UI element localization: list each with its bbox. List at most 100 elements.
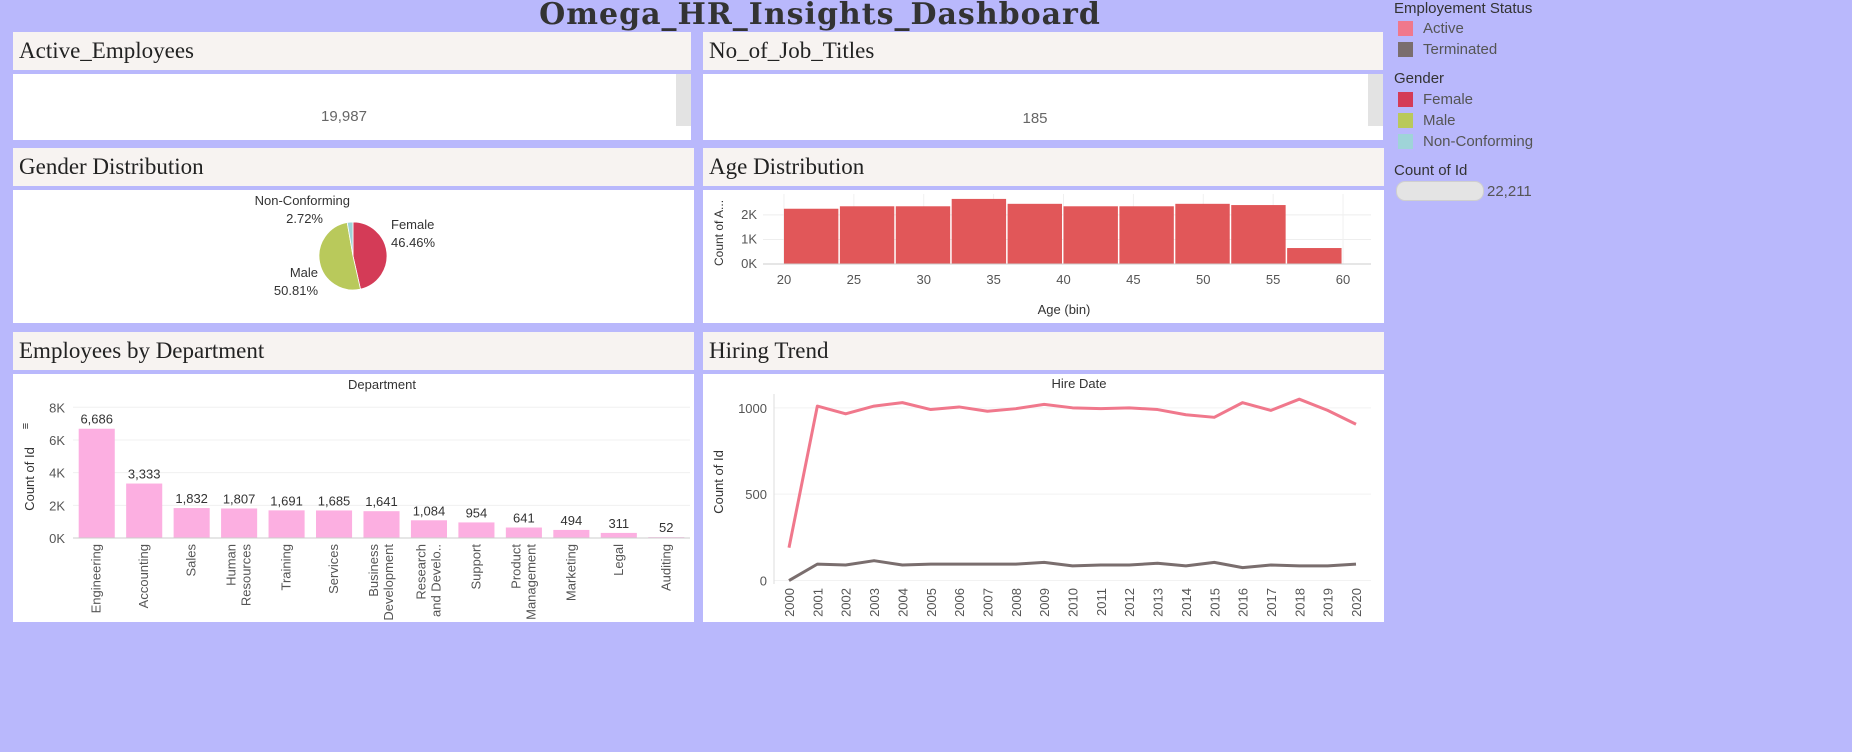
y-tick-label: 0 [760,574,767,589]
x-tick-label: 2013 [1151,588,1166,617]
hiring-trend-header: Hiring Trend [703,332,1384,370]
x-category-label: Services [326,544,341,594]
x-tick-label: 2017 [1264,588,1279,617]
x-tick-label: 2011 [1094,588,1109,616]
x-tick-label: 2020 [1349,588,1364,617]
x-tick-label: 2015 [1207,588,1222,617]
x-tick-label: 25 [847,272,861,287]
x-category-label: Researchand Develo.. [413,544,443,617]
bar-value-label: 641 [513,511,535,526]
department-bar [268,510,305,538]
x-tick-label: 2008 [1009,588,1024,617]
department-header: Employees by Department [13,332,694,370]
pie-value-label: 50.81% [274,283,319,298]
x-category-label: ProductManagement [508,544,538,620]
department-bar [553,529,590,538]
gender-distribution-panel: Female 46.46% Male 50.81% Non-Conforming 2.72… [13,190,694,323]
x-tick-label: 2003 [867,588,882,617]
x-category-label: Legal [611,544,626,576]
bar-value-label: 3,333 [128,467,161,482]
legend-swatch [1398,42,1413,57]
x-category-label: Sales [184,544,199,577]
legend-item-female[interactable]: Female [1398,91,1473,108]
y-axis-title: Count of Id [711,450,726,514]
bar-value-label: 52 [659,520,673,535]
job-titles-value: 185 [1022,110,1048,127]
x-tick-label: 35 [986,272,1000,287]
histogram-bar [1231,205,1286,264]
x-tick-label: 2000 [782,588,797,617]
x-category-label: BusinessDevelopment [366,544,396,621]
gender-distribution-header: Gender Distribution [13,148,694,186]
legend-item-non-conforming[interactable]: Non-Conforming [1398,133,1533,150]
department-bar [505,527,542,538]
pie-slice [352,221,388,290]
x-tick-label: 50 [1196,272,1210,287]
gender-pie-chart[interactable]: Female 46.46% Male 50.81% Non-Conforming 2.72… [13,190,694,323]
department-bar-chart[interactable]: Department 0K 2K 4K 6K 8K 6,686 Engineering 3,33… [13,374,694,622]
legend-item-terminated[interactable]: Terminated [1398,41,1497,58]
histogram-bar [895,206,951,264]
employment-status-legend-title: Employement Status [1394,0,1533,17]
legend-label: Male [1423,112,1456,129]
legend-label: Terminated [1423,41,1498,58]
histogram-bar [951,198,1007,264]
scrollbar[interactable] [1368,74,1383,126]
series-line-terminated [788,559,1357,582]
x-category-label: Training [279,544,294,590]
y-tick-label: 6K [49,433,65,448]
bar-value-label: 954 [466,505,488,520]
x-tick-label: 2018 [1292,588,1307,617]
age-histogram[interactable]: 0K 1K 2K 20 25 30 35 40 45 50 55 60 Age (bin) Count o… [703,190,1384,323]
pie-label: Non-Conforming [255,193,350,208]
bar-value-label: 1,691 [270,493,303,508]
y-axis-title: Count of Id [22,447,37,511]
pie-label: Male [290,265,318,280]
job-titles-panel: 185 [703,74,1383,140]
histogram-bar [1119,206,1174,264]
histogram-bar [1007,203,1063,264]
x-category-label: Engineering [89,544,104,613]
count-size-slider[interactable] [1396,181,1484,201]
x-tick-label: 2007 [980,588,995,617]
dashboard-title: Omega_HR_Insights_Dashboard [539,0,1101,32]
x-tick-label: 2016 [1236,588,1251,617]
histogram-bar [839,206,895,264]
scrollbar[interactable] [676,74,691,126]
chart-title: Department [348,377,416,392]
count-legend-value: 22,211 [1487,183,1532,200]
y-tick-label: 0K [49,531,65,546]
hiring-trend-panel: Hire Date 0 500 1000 2000 2001 2002 2003 2004 200… [703,374,1384,622]
y-tick-label: 4K [49,466,65,481]
x-category-label: Auditing [658,544,673,591]
x-tick-label: 2006 [952,588,967,617]
legend-item-male[interactable]: Male [1398,112,1456,129]
histogram-bar [783,208,839,264]
chart-title: Hire Date [1052,376,1107,391]
legend-item-active[interactable]: Active [1398,20,1464,37]
pie-value-label: 46.46% [391,235,436,250]
bar-value-label: 311 [608,516,629,531]
bar-value-label: 1,807 [223,491,256,506]
bar-value-label: 6,686 [80,412,113,427]
y-tick-label: 500 [745,487,767,502]
age-distribution-panel: 0K 1K 2K 20 25 30 35 40 45 50 55 60 Age (bin) Count o… [703,190,1384,323]
histogram-bar [1287,248,1342,264]
department-bar [126,483,163,538]
x-tick-label: 2001 [810,588,825,617]
x-tick-label: 2019 [1321,588,1336,617]
hiring-trend-line-chart[interactable]: Hire Date 0 500 1000 2000 2001 2002 2003 2004 200… [703,374,1384,622]
bar-value-label: 494 [560,513,582,528]
pie-slice [346,221,354,257]
legend-swatch [1398,113,1413,128]
y-tick-label: 1K [741,231,757,246]
bar-value-label: 1,832 [175,491,208,506]
x-tick-label: 40 [1056,272,1070,287]
active-employees-value: 19,987 [321,108,367,125]
count-legend-title: Count of Id [1394,162,1468,179]
pie-value-label: 2.72% [286,211,323,226]
active-employees-header: Active_Employees [13,32,691,70]
department-bar [316,510,353,538]
active-employees-panel: 19,987 [13,74,691,140]
x-category-label: Accounting [136,544,151,608]
